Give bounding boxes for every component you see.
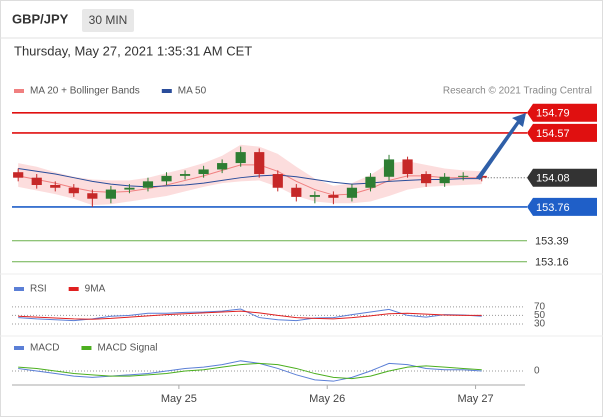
- symbol: GBP/JPY: [12, 11, 69, 26]
- level-label: 154.79: [536, 108, 570, 120]
- last-price-box: [527, 168, 597, 187]
- legend-swatch: [68, 287, 79, 291]
- level-label: 154.57: [536, 128, 570, 140]
- interval[interactable]: 30 MIN: [89, 13, 128, 27]
- legend-swatch: [14, 89, 24, 93]
- legend-label: RSI: [30, 284, 47, 295]
- candle-body: [105, 189, 116, 199]
- x-tick-label: May 25: [161, 393, 197, 405]
- candle-body: [346, 187, 358, 198]
- legend-label: MA 50: [178, 86, 207, 97]
- candle-body: [50, 185, 61, 188]
- legend-swatch: [14, 346, 24, 350]
- legend-swatch: [14, 287, 24, 291]
- interval-box[interactable]: [82, 9, 134, 32]
- y-tick-label: 0: [534, 366, 540, 377]
- candle-body: [124, 187, 135, 190]
- forecast-arrow: [476, 113, 526, 180]
- legend-swatch: [161, 89, 172, 93]
- x-tick-label: May 26: [309, 393, 345, 405]
- candle-body: [31, 177, 42, 185]
- candle-body: [87, 193, 98, 199]
- legend-swatch: [81, 346, 92, 350]
- candle-body: [365, 176, 376, 188]
- level-box: [527, 123, 597, 142]
- y-tick-label: 30: [534, 319, 546, 330]
- level-label: 153.16: [535, 257, 569, 269]
- series-line: [18, 310, 482, 320]
- series-line: [18, 362, 482, 380]
- legend-label: MACD Signal: [97, 343, 157, 354]
- credit: Research © 2021 Trading Central: [443, 86, 592, 97]
- series-line: [18, 164, 482, 196]
- candle-body: [309, 195, 320, 197]
- candle-body: [13, 172, 24, 178]
- y-tick-label: 70: [534, 301, 546, 312]
- candle-body: [161, 175, 172, 182]
- candle-body: [291, 187, 302, 197]
- level-label: 153.39: [535, 236, 569, 248]
- level-box: [527, 103, 597, 122]
- legend-label: MA 20 + Bollinger Bands: [30, 86, 140, 97]
- candle-body: [421, 174, 432, 184]
- timestamp: Thursday, May 27, 2021 1:35:31 AM CET: [14, 43, 252, 58]
- series-line: [18, 308, 482, 322]
- x-tick-label: May 27: [458, 393, 494, 405]
- candle-body: [217, 163, 228, 170]
- level-box: [527, 197, 597, 216]
- candle-body: [68, 187, 79, 194]
- candle-body: [458, 175, 469, 177]
- candle-body: [272, 174, 283, 188]
- legend-label: MACD: [30, 343, 59, 354]
- candle-body: [142, 181, 154, 188]
- candle-body: [198, 169, 209, 175]
- legend-label: 9MA: [85, 284, 106, 295]
- series-line: [18, 360, 482, 382]
- level-label: 153.76: [536, 202, 570, 214]
- candle-body: [383, 159, 395, 177]
- last-price-label: 154.08: [536, 173, 570, 185]
- candle-body: [254, 152, 265, 175]
- candle-body: [235, 152, 246, 164]
- y-tick-label: 50: [534, 310, 546, 321]
- candle-body: [328, 195, 339, 198]
- candle-body: [179, 174, 191, 176]
- candle-body: [439, 176, 450, 184]
- candle-body: [402, 159, 413, 175]
- series-line: [18, 168, 482, 188]
